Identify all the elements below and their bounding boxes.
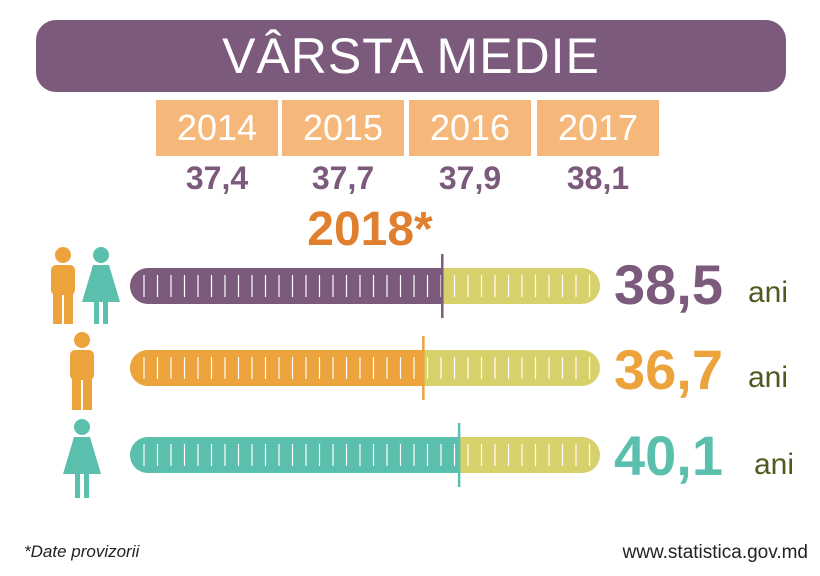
bar-value-women: 40,1	[614, 424, 723, 487]
year-2016-value: 37,9	[438, 160, 502, 196]
source-url: www.statistica.gov.md	[622, 542, 808, 563]
year-2014-value: 37,4	[185, 160, 249, 196]
footnote: *Date provizorii	[24, 542, 140, 561]
woman-icon	[63, 419, 101, 498]
bar-value-men: 36,7	[614, 338, 723, 401]
bar-value-total: 38,5	[614, 253, 723, 316]
year-label: 2015	[302, 107, 384, 148]
man-icon	[70, 332, 94, 410]
bar-fill	[130, 437, 460, 473]
bar-total	[130, 254, 600, 318]
bar-women	[130, 423, 600, 487]
highlight-year: 2018*	[307, 203, 433, 256]
bar-men	[130, 336, 600, 400]
year-2015-value: 37,7	[311, 160, 375, 196]
year-2014-box: 2014	[156, 100, 278, 156]
year-label: 2017	[557, 107, 639, 148]
year-label: 2014	[176, 107, 258, 148]
year-2017-box: 2017	[537, 100, 659, 156]
year-2017-value: 38,1	[566, 160, 630, 196]
bar-unit-total: ani	[748, 276, 789, 309]
bar-unit-men: ani	[748, 361, 789, 394]
bar-fill	[130, 350, 424, 386]
bar-fill	[130, 268, 443, 304]
year-label: 2016	[429, 107, 511, 148]
year-2016-box: 2016	[409, 100, 531, 156]
year-2015-box: 2015	[282, 100, 404, 156]
chart-title: VÂRSTA MEDIE	[222, 28, 600, 84]
man-icon	[51, 247, 75, 324]
bar-unit-women: ani	[754, 448, 795, 481]
woman-icon	[82, 247, 120, 324]
man-and-woman-icon	[51, 247, 120, 324]
title-bar: VÂRSTA MEDIE	[36, 20, 786, 92]
